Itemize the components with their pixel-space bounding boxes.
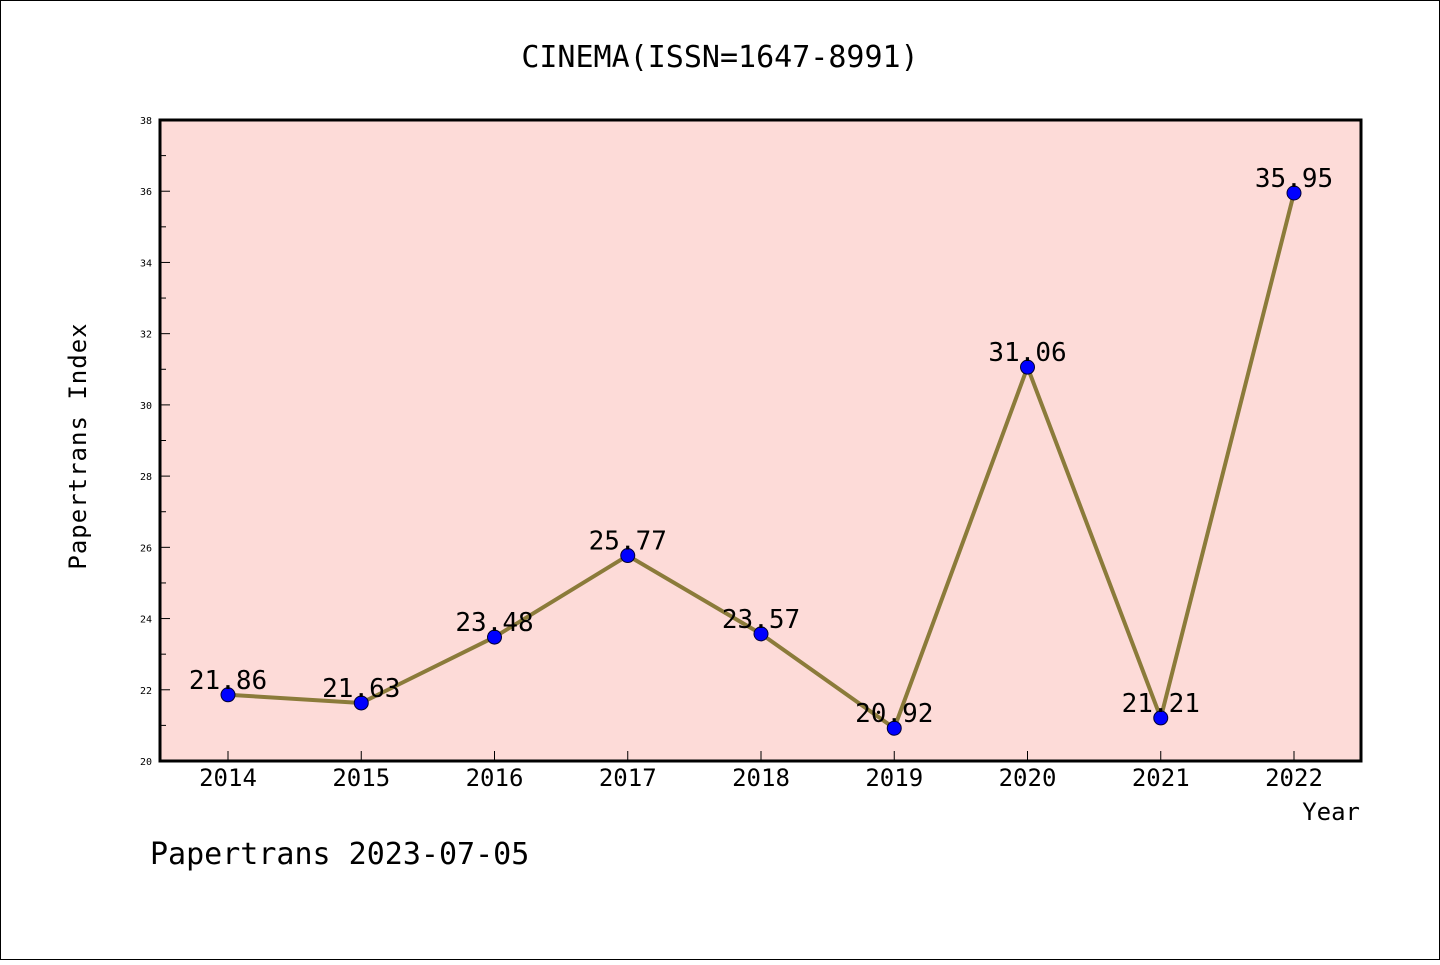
y-tick-label: 24: [140, 615, 152, 626]
data-label: 21.21: [1122, 689, 1200, 719]
plot-area: [160, 120, 1361, 761]
x-tick-label: 2017: [599, 764, 657, 792]
x-tick-label: 2021: [1132, 764, 1190, 792]
plot-frame: [158, 118, 1363, 763]
x-tick-label: 2018: [732, 764, 790, 792]
data-point: [487, 629, 502, 645]
data-label: 21.63: [322, 674, 400, 704]
data-label: 21.86: [189, 666, 267, 696]
y-tick-label: 32: [140, 330, 152, 341]
x-tick-label: 2015: [332, 764, 390, 792]
data-point: [220, 687, 236, 703]
y-tick-label: 34: [140, 258, 152, 269]
data-point: [1286, 185, 1302, 201]
x-axis-label: Year: [1302, 798, 1360, 826]
x-tick-label: 2019: [865, 764, 923, 792]
y-tick-label: 26: [140, 543, 152, 554]
y-tick-label: 36: [140, 187, 152, 198]
x-tick-label: 2020: [999, 764, 1057, 792]
data-label: 31.06: [988, 338, 1066, 368]
data-point: [1153, 710, 1169, 726]
data-label: 23.48: [455, 608, 533, 638]
chart-title: CINEMA(ISSN=1647-8991): [521, 40, 918, 75]
data-point: [620, 548, 636, 564]
x-tick-label: 2014: [199, 764, 257, 792]
data-point: [1020, 359, 1035, 375]
data-label: 20.92: [855, 699, 933, 729]
data-label: 23.57: [722, 605, 800, 635]
data-label: 25.77: [589, 527, 667, 557]
x-tick-label: 2016: [466, 764, 524, 792]
data-label: 35.95: [1255, 164, 1333, 194]
footer-credit: Papertrans 2023-07-05: [150, 837, 529, 872]
data-point: [753, 626, 769, 642]
y-tick-label: 30: [140, 401, 152, 412]
data-point: [353, 695, 369, 711]
y-axis-label: Papertrans Index: [64, 322, 92, 569]
y-tick-label: 20: [140, 757, 152, 768]
y-tick-label: 38: [140, 116, 152, 127]
data-point: [886, 720, 902, 736]
y-tick-label: 28: [140, 472, 152, 483]
series-layer: 21.86 21.63 23.48 25.77 23.57 20.92 31.06 21.21…: [189, 164, 1333, 736]
y-tick-label: 22: [140, 686, 152, 697]
x-tick-label: 2022: [1265, 764, 1323, 792]
